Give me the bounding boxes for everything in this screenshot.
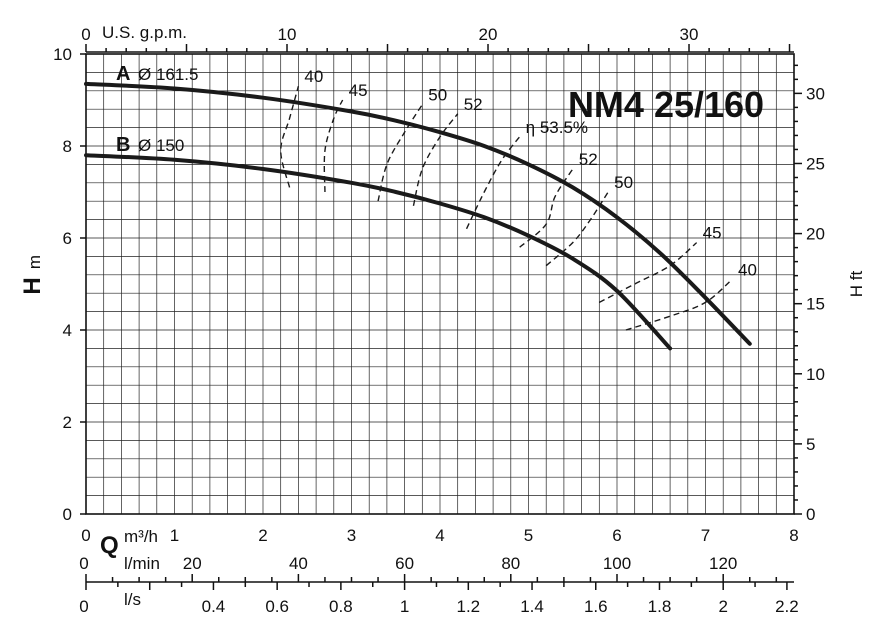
series-name-a: A xyxy=(116,63,130,85)
x-tick-label: 5 xyxy=(524,526,533,545)
y-axis-unit: m xyxy=(25,255,44,269)
efficiency-curve xyxy=(465,136,521,230)
top-tick-label: 30 xyxy=(680,25,699,44)
y-axis-symbol: H xyxy=(19,277,46,294)
y-tick-label: 4 xyxy=(63,321,72,340)
efficiency-label: 40 xyxy=(304,67,323,86)
x-tick-label: 4 xyxy=(435,526,444,545)
chart-title: NM4 25/160 xyxy=(568,84,764,125)
y2-tick-label: 20 xyxy=(806,225,825,244)
top-tick-label: 10 xyxy=(278,25,297,44)
lmin-tick-label: 100 xyxy=(603,554,631,573)
ls-tick-label: 0.4 xyxy=(202,597,226,616)
efficiency-label: 45 xyxy=(703,224,722,243)
lmin-tick-label: 120 xyxy=(709,554,737,573)
grid-layer xyxy=(86,54,794,514)
x-tick-label: 7 xyxy=(701,526,710,545)
ls-tick-label: 0.6 xyxy=(265,597,289,616)
y-tick-label: 6 xyxy=(63,229,72,248)
lmin-tick-label: 60 xyxy=(395,554,414,573)
efficiency-curve xyxy=(625,278,733,331)
efficiency-label: 50 xyxy=(614,173,633,192)
ls-tick-label: 1 xyxy=(400,597,409,616)
x-tick-label: 1 xyxy=(170,526,179,545)
ls-tick-label: 1.4 xyxy=(520,597,544,616)
efficiency-curve xyxy=(598,242,698,304)
y2-axis-label: H ft xyxy=(847,271,866,298)
lmin-tick-label: 80 xyxy=(501,554,520,573)
series-name-b: B xyxy=(116,134,130,156)
top-tick-label: 20 xyxy=(479,25,498,44)
x-tick-label: 6 xyxy=(612,526,621,545)
x-tick-label: 3 xyxy=(347,526,356,545)
ls-tick-label: 0.8 xyxy=(329,597,353,616)
ls-tick-label: 1.8 xyxy=(648,597,672,616)
y2-tick-label: 25 xyxy=(806,154,825,173)
y-tick-label: 10 xyxy=(53,45,72,64)
lmin-tick-label: 40 xyxy=(289,554,308,573)
head-curve-b xyxy=(84,153,673,351)
efficiency-label: 50 xyxy=(428,86,447,105)
y2-tick-label: 30 xyxy=(806,84,825,103)
efficiency-label: η 53.5% xyxy=(526,118,588,137)
label-layer: 40 45 50 52 η 53.5% 52 50 45 40 A Ø 161.5 B Ø 150 xyxy=(116,63,757,279)
y-tick-label: 0 xyxy=(63,505,72,524)
plot-frame xyxy=(85,53,795,515)
y-tick-label: 2 xyxy=(63,413,72,432)
y2-tick-label: 0 xyxy=(806,505,815,524)
efficiency-curve xyxy=(377,104,423,202)
x-tick-label: 8 xyxy=(789,526,798,545)
x-axis-unit: m³/h xyxy=(124,527,158,546)
series-diameter-b: Ø 150 xyxy=(138,136,184,155)
lmin-axis-label: l/min xyxy=(124,554,160,573)
efficiency-label: 45 xyxy=(349,81,368,100)
ls-axis-label: l/s xyxy=(124,590,141,609)
top-tick-label: 0 xyxy=(81,25,90,44)
ls-tick-label: 0 xyxy=(79,597,88,616)
ls-tick-label: 2 xyxy=(718,597,727,616)
head-curve-a xyxy=(84,81,752,346)
ls-tick-label: 1.6 xyxy=(584,597,608,616)
lmin-tick-label: 0 xyxy=(79,554,88,573)
efficiency-label: 52 xyxy=(464,95,483,114)
lmin-tick-label: 20 xyxy=(183,554,202,573)
y2-tick-label: 15 xyxy=(806,295,825,314)
y2-tick-label: 10 xyxy=(806,365,825,384)
x-tick-label: 2 xyxy=(258,526,267,545)
ls-tick-label: 2.2 xyxy=(775,597,799,616)
y-tick-label: 8 xyxy=(63,137,72,156)
series-diameter-a: Ø 161.5 xyxy=(138,65,199,84)
curve-layer xyxy=(84,81,752,351)
x-tick-label: 0 xyxy=(81,526,90,545)
ls-tick-label: 1.2 xyxy=(456,597,480,616)
top-axis-label: U.S. g.p.m. xyxy=(102,23,187,42)
efficiency-label: 40 xyxy=(738,260,757,279)
efficiency-label: 52 xyxy=(579,150,598,169)
efficiency-curve xyxy=(412,113,459,206)
y2-tick-label: 5 xyxy=(806,435,815,454)
x-axis-symbol: Q xyxy=(100,532,119,559)
